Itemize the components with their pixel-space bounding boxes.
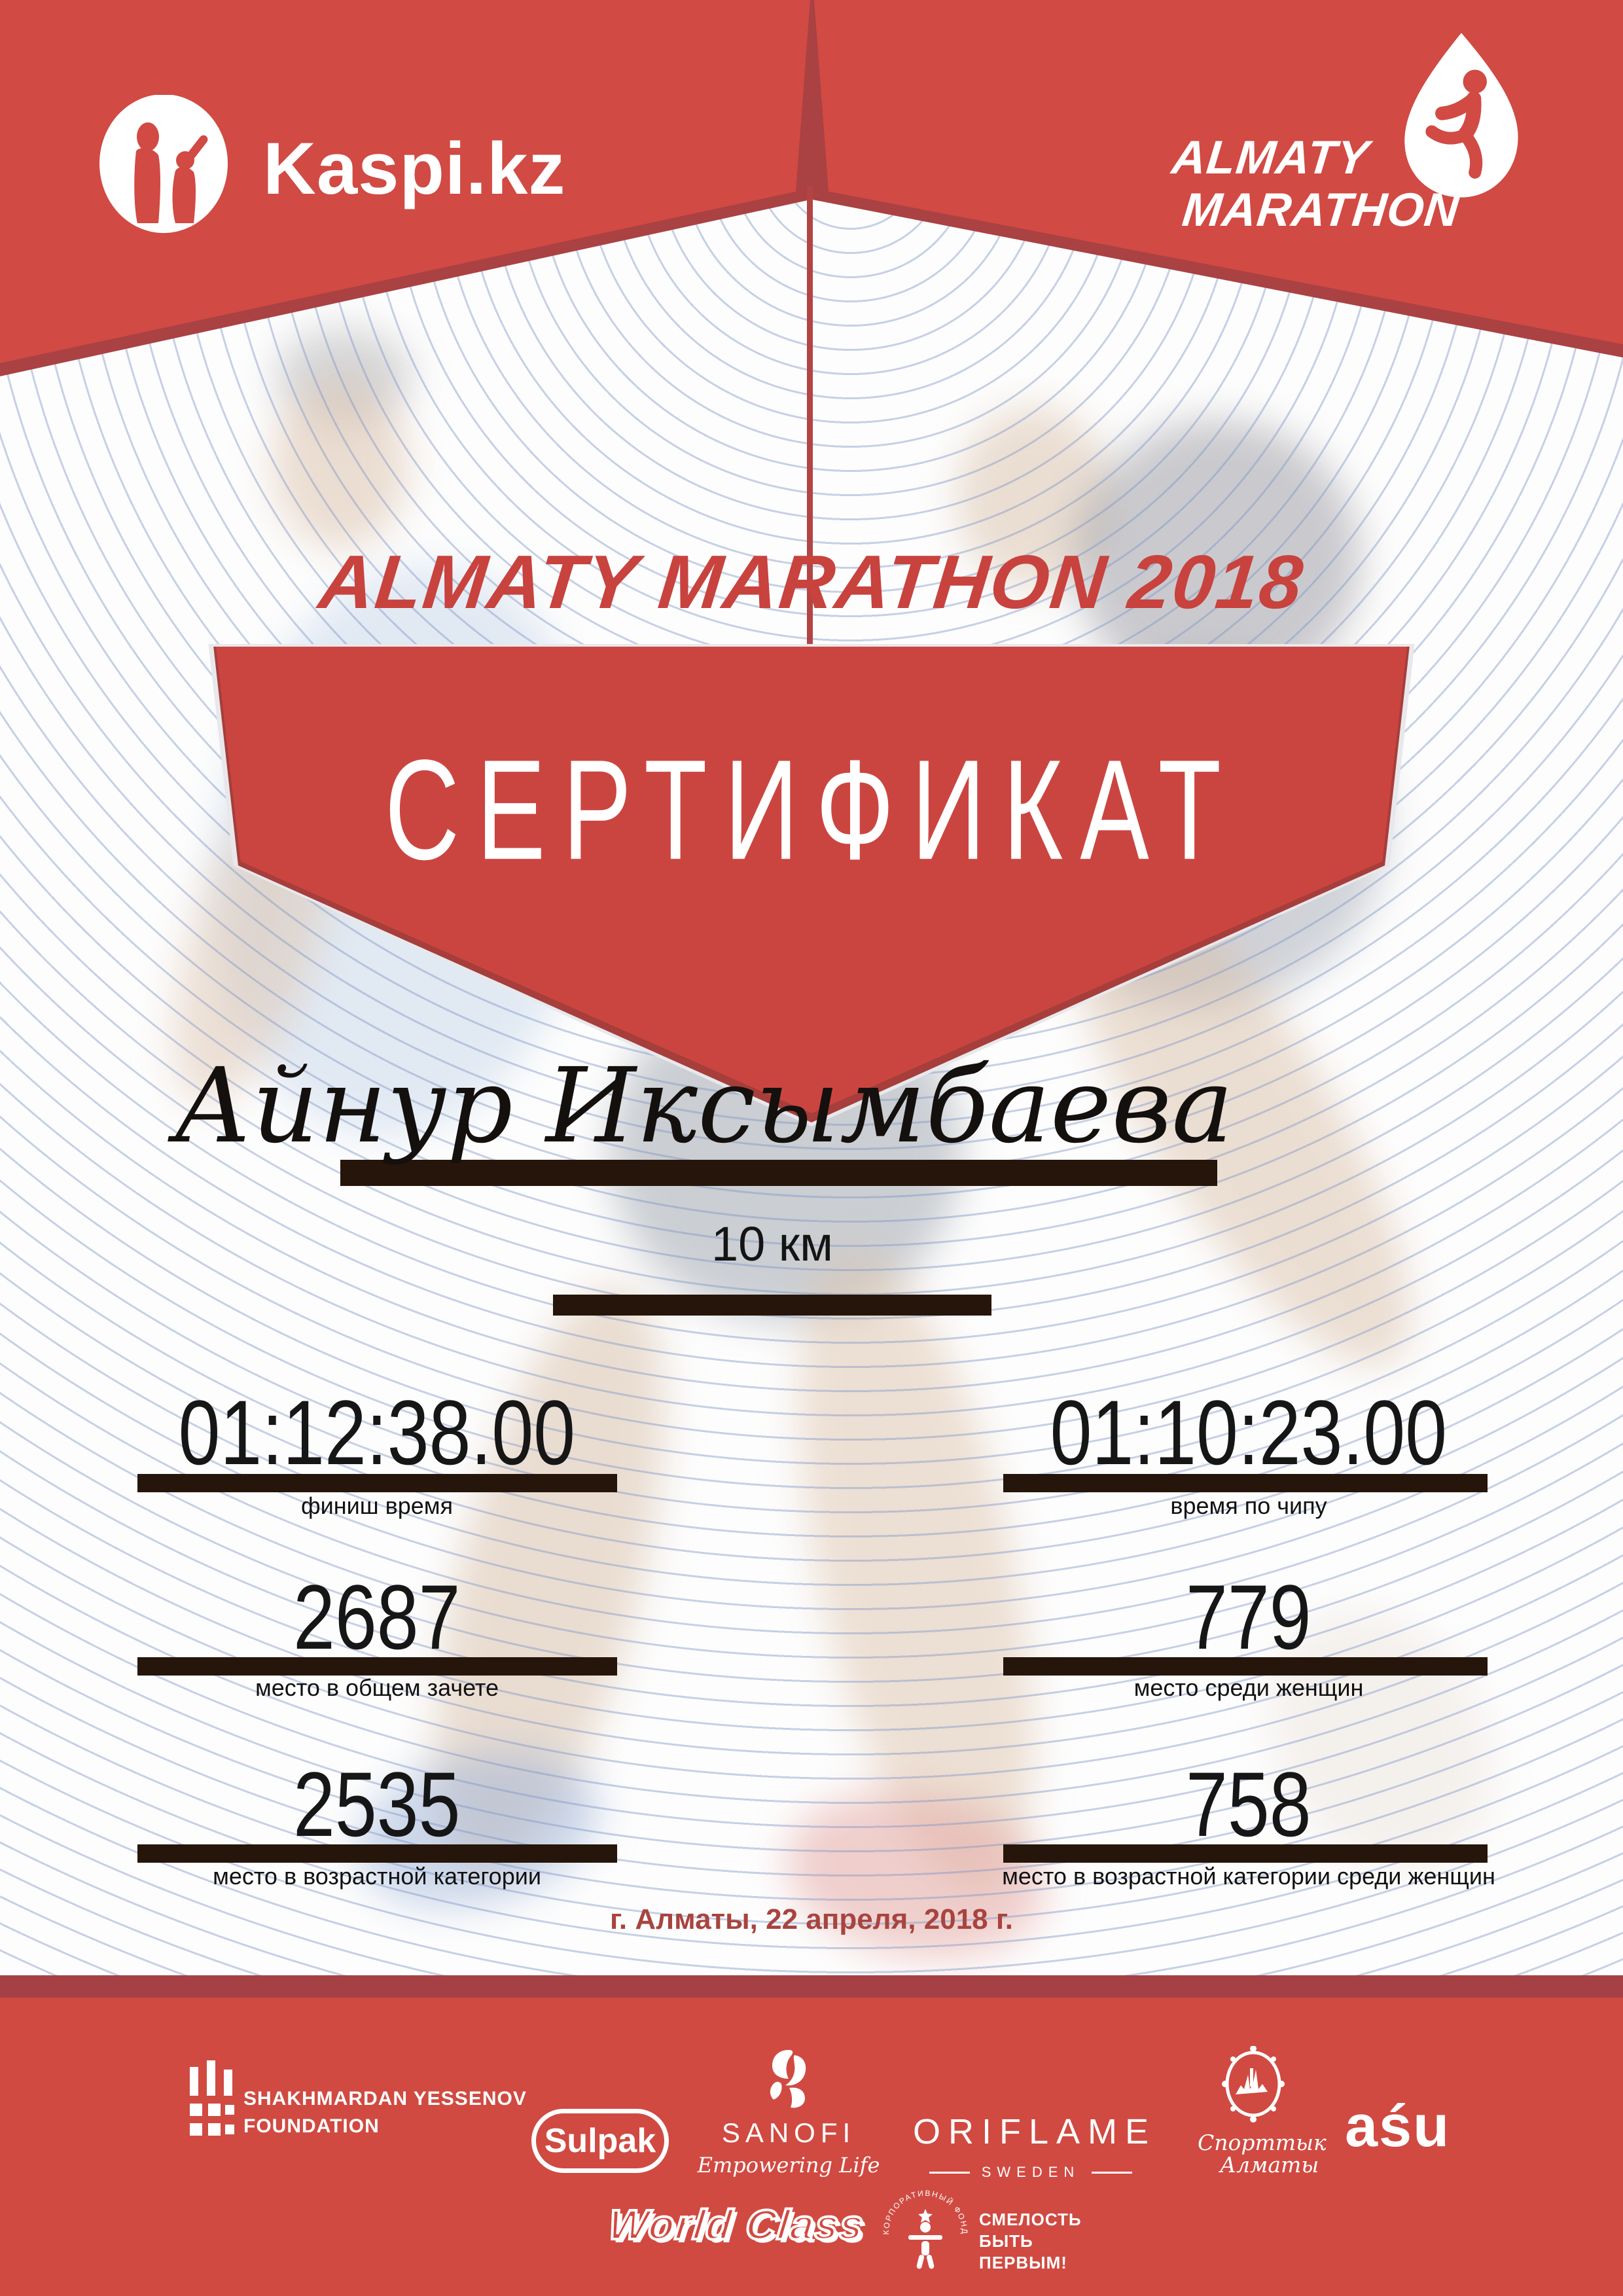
oriflame-subline: SWEDEN — [913, 2164, 1149, 2181]
marathon-drop-icon — [1404, 33, 1518, 198]
footer-band — [0, 1998, 1623, 2296]
sanofi-name: SANOFI — [721, 2117, 856, 2148]
photo-blob — [272, 380, 409, 550]
event-title: ALMATY MARATHON 2018 — [315, 539, 1308, 624]
sport-almaty-line1: Спорттык — [1198, 2130, 1327, 2155]
yessenov-foundation-text: SHAKHMARDAN YESSENOV FOUNDATION — [243, 2085, 527, 2140]
kaspi-icon — [99, 95, 228, 233]
sport-almaty-logo: Спорттык Алматы — [1198, 2045, 1327, 2178]
fund-motto: СМЕЛОСТЬ БЫТЬ ПЕРВЫМ! — [979, 2209, 1082, 2274]
stat-rule — [1003, 1474, 1488, 1492]
overall-place-label: место в общем зачете — [255, 1674, 499, 1701]
distance-value: 10 км — [711, 1217, 834, 1271]
footer-accent-strip — [0, 1975, 1623, 1998]
distance-underline — [553, 1295, 991, 1316]
finish-time-value: 01:12:38.00 — [178, 1381, 576, 1484]
finish-time-label: финиш время — [300, 1492, 453, 1519]
almaty-marathon-logo: ALMATY MARATHON — [1169, 26, 1544, 236]
oriflame-dash — [1092, 2171, 1133, 2174]
sanofi-logo: SANOFI Empowering Life — [690, 2049, 887, 2178]
stat-rule — [1003, 1844, 1488, 1863]
age-women-place-label: место в возрастной категории среди женщи… — [1002, 1863, 1495, 1890]
women-place-label: место среди женщин — [1133, 1674, 1364, 1701]
women-place-value: 779 — [1186, 1566, 1311, 1668]
kaspi-logo: Kaspi.kz — [98, 95, 565, 236]
chip-time-label: время по чипу — [1170, 1492, 1327, 1519]
fund-motto-line2: БЫТЬ — [979, 2231, 1033, 2251]
sport-almaty-line2: Алматы — [1220, 2152, 1319, 2178]
oriflame-logo: ORIFLAME SWEDEN — [913, 2111, 1149, 2181]
oriflame-sweden: SWEDEN — [981, 2164, 1080, 2180]
participant-name: Айнур Иксымбаева — [173, 1046, 1234, 1166]
age-place-label: место в возрастной категории — [213, 1863, 541, 1890]
fund-motto-line1: СМЕЛОСТЬ — [979, 2210, 1082, 2229]
world-class-logo: World Class — [605, 2200, 868, 2250]
stat-rule — [1003, 1657, 1488, 1676]
age-women-place-value: 758 — [1186, 1753, 1311, 1856]
date-line: г. Алматы, 22 апреля, 2018 г. — [610, 1903, 1013, 1935]
sanofi-tagline: Empowering Life — [697, 2153, 880, 2178]
photo-blob — [955, 406, 1113, 589]
yessenov-line2: FOUNDATION — [243, 2115, 380, 2137]
yessenov-line1: SHAKHMARDAN YESSENOV — [243, 2088, 527, 2109]
marathon-logo-line2: MARATHON — [1180, 184, 1463, 236]
stat-rule — [137, 1844, 617, 1863]
center-line-ornament — [807, 186, 813, 649]
overall-place-value: 2687 — [293, 1566, 461, 1668]
kaspi-logo-text: Kaspi.kz — [263, 128, 566, 209]
sulpak-logo: Sulpak — [531, 2109, 669, 2173]
asu-logo: aśu — [1345, 2094, 1451, 2159]
corporate-fund-icon: КОРПОРАТИВНЫЙ ФОНД — [882, 2189, 969, 2279]
name-underline — [340, 1160, 1217, 1186]
sanofi-bird-icon — [770, 2050, 806, 2108]
chip-time-value: 01:10:23.00 — [1050, 1381, 1448, 1484]
stat-rule — [137, 1474, 617, 1492]
marathon-logo-line1: ALMATY — [1169, 132, 1372, 184]
age-place-value: 2535 — [293, 1753, 461, 1856]
doc-type-title: СЕРТИФИКАТ — [384, 730, 1239, 890]
oriflame-dash — [929, 2171, 970, 2174]
yessenov-foundation-icon — [188, 2060, 236, 2145]
sport-almaty-emblem-icon — [1222, 2045, 1285, 2123]
oriflame-name: ORIFLAME — [913, 2112, 1157, 2151]
stat-rule — [137, 1657, 617, 1676]
fund-motto-line3: ПЕРВЫМ! — [979, 2253, 1067, 2272]
